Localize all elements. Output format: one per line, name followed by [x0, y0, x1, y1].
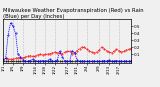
Text: Milwaukee Weather Evapotranspiration (Red) vs Rain (Blue) per Day (Inches): Milwaukee Weather Evapotranspiration (Re… — [3, 8, 144, 19]
